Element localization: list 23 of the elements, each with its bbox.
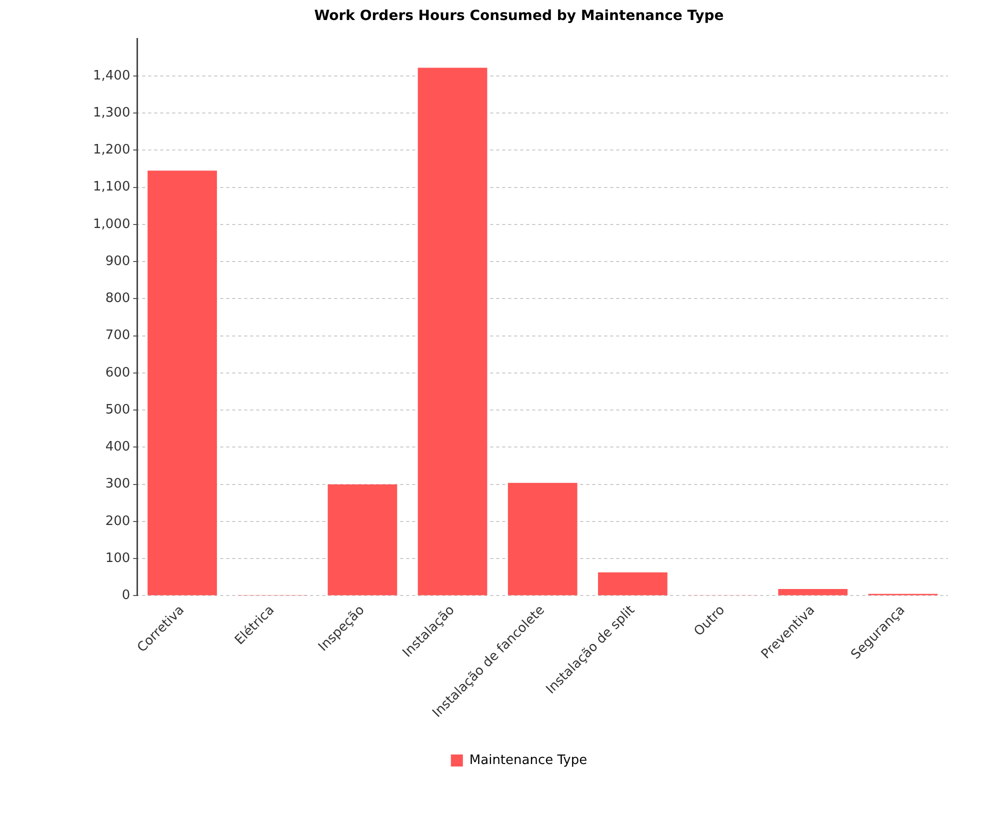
bar — [778, 589, 848, 596]
y-tick-label: 200 — [105, 514, 130, 529]
y-tick-label: 700 — [105, 328, 130, 344]
y-tick-label: 500 — [105, 402, 130, 418]
y-tick-label: 100 — [105, 550, 130, 566]
y-tick-label: 0 — [122, 588, 130, 604]
legend-label: Maintenance Type — [469, 752, 588, 768]
y-tick-label: 400 — [105, 440, 130, 455]
y-tick-label: 1,000 — [93, 216, 130, 232]
y-tick-label: 800 — [105, 291, 130, 306]
bar — [418, 68, 488, 596]
y-tick-label: 1,300 — [93, 105, 130, 120]
y-tick-label: 900 — [105, 254, 130, 269]
y-tick-label: 1,100 — [93, 180, 130, 195]
bar — [508, 482, 578, 596]
y-tick-label: 1,200 — [93, 142, 130, 158]
chart-title: Work Orders Hours Consumed by Maintenance Type — [314, 8, 724, 24]
y-tick-label: 600 — [105, 365, 130, 380]
y-tick-label: 300 — [105, 476, 130, 492]
bar — [598, 572, 668, 596]
bar — [328, 484, 398, 596]
bar — [148, 170, 217, 596]
y-tick-label: 1,400 — [93, 68, 130, 84]
